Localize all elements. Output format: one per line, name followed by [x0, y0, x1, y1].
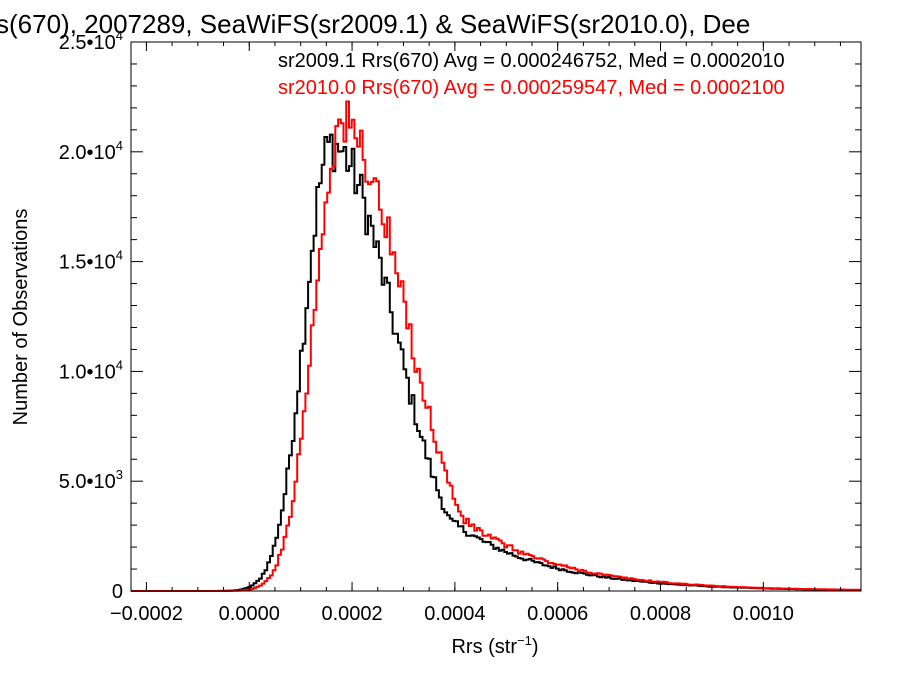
- legend: sr2009.1 Rrs(670) Avg = 0.000246752, Med…: [278, 50, 785, 99]
- y-tick-label: 1.0•104: [59, 357, 123, 383]
- y-tick-label: 0: [112, 581, 123, 603]
- x-axis-title-close: ): [532, 636, 539, 658]
- y-axis-title: Number of Observations: [10, 209, 32, 426]
- chart-title: s(670), 2007289, SeaWiFS(sr2009.1) & Sea…: [0, 9, 750, 39]
- series-layer: [131, 100, 862, 592]
- x-axis-title-text: Rrs (str: [451, 636, 517, 658]
- y-tick-label: 5.0•103: [59, 467, 123, 493]
- y-tick-label: 1.5•104: [59, 248, 123, 274]
- legend-label-sr2010: sr2010.0 Rrs(670) Avg = 0.000259547, Med…: [278, 77, 785, 99]
- y-tick-label: 2.0•104: [59, 138, 123, 164]
- y-tick-label: 2.5•104: [59, 28, 123, 54]
- legend-label-sr2009: sr2009.1 Rrs(670) Avg = 0.000246752, Med…: [278, 50, 785, 72]
- histogram-series-sr2010.0: [131, 100, 862, 592]
- x-tick-label: 0.0006: [527, 603, 588, 625]
- x-tick-label: 0.0010: [733, 603, 794, 625]
- x-tick-label: 0.0004: [424, 603, 485, 625]
- x-tick-label: 0.0002: [321, 603, 382, 625]
- plot-frame: [130, 41, 862, 592]
- x-tick-label: 0.0000: [219, 603, 280, 625]
- x-axis-title: Rrs (str−1): [451, 633, 538, 658]
- x-tick-label: 0.0008: [630, 603, 691, 625]
- axis-layer: −0.0002 0.0000 0.0002 0.0004 0.0006 0.0008 0.0…: [59, 28, 861, 625]
- x-axis-title-superscript: −1: [517, 633, 532, 648]
- x-tick-label: −0.0002: [110, 603, 183, 625]
